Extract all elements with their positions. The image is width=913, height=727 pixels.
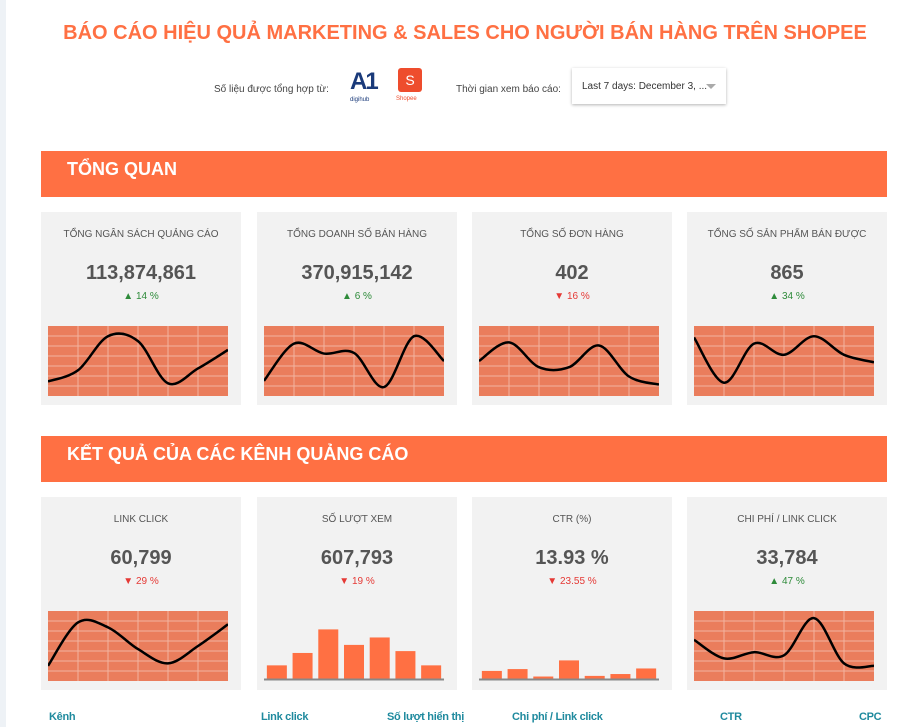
arrow-up-icon: ▲ (769, 576, 780, 587)
section-ad-channels: KẾT QUẢ CỦA CÁC KÊNH QUẢNG CÁO (41, 436, 887, 482)
arrow-down-icon: ▼ (547, 576, 558, 587)
bar (584, 675, 605, 679)
kpi-card: TỔNG DOANH SỐ BÁN HÀNG 370,915,142 ▲ 6 % (257, 212, 457, 405)
kpi-value: 113,874,861 (85, 262, 197, 284)
kpi-value: 60,799 (110, 547, 172, 569)
date-range-dropdown[interactable]: Last 7 days: December 3, ... (572, 68, 726, 104)
kpi-label: TỔNG SỐ ĐƠN HÀNG (520, 229, 624, 240)
kpi-card: TỔNG SỐ ĐƠN HÀNG 402 ▼ 16 % (472, 212, 672, 405)
kpi-card: TỔNG NGÂN SÁCH QUẢNG CÁO 113,874,861 ▲ 1… (41, 212, 241, 405)
shopee-bag-icon: S (398, 68, 422, 92)
sparkline-chart (694, 326, 874, 396)
arrow-up-icon: ▲ (123, 291, 134, 302)
kpi-change-value: 19 % (351, 576, 375, 587)
shopee-logo: S Shopee (396, 68, 424, 108)
kpi-label: TỔNG DOANH SỐ BÁN HÀNG (286, 229, 427, 240)
kpi-card: LINK CLICK 60,799 ▼ 29 % (41, 497, 241, 690)
date-range-value: Last 7 days: December 3, ... (582, 81, 708, 92)
col-header-ctr[interactable]: CTR (720, 711, 742, 723)
series-line (694, 334, 874, 384)
bar (636, 668, 657, 679)
kpi-change-value: 6 % (354, 291, 372, 302)
kpi-change: ▲ 34 % (687, 291, 887, 303)
kpi-change-value: 29 % (135, 576, 159, 587)
kpi-change: ▼ 19 % (257, 576, 457, 588)
kpi-value: 33,784 (756, 547, 818, 569)
arrow-up-icon: ▲ (769, 291, 780, 302)
kpi-change-value: 34 % (781, 291, 805, 302)
kpi-card: CTR (%) 13.93 % ▼ 23.55 % (472, 497, 672, 690)
kpi-label: LINK CLICK (113, 514, 169, 525)
col-header-impressions[interactable]: Số lượt hiển thị (387, 711, 464, 723)
bar (610, 674, 631, 679)
bar (481, 670, 502, 679)
shopee-logo-subtext: Shopee (396, 96, 417, 102)
kpi-card: CHI PHÍ / LINK CLICK 33,784 ▲ 47 % (687, 497, 887, 690)
arrow-down-icon: ▼ (123, 576, 134, 587)
kpi-label: CHI PHÍ / LINK CLICK (737, 514, 837, 525)
series-line (694, 616, 874, 669)
kpi-card: TỔNG SỐ SẢN PHẨM BÁN ĐƯỢC 865 ▲ 34 % (687, 212, 887, 405)
kpi-card: SỐ LƯỢT XEM 607,793 ▼ 19 % (257, 497, 457, 690)
sparkline-chart (479, 326, 659, 396)
kpi-value: 865 (770, 262, 804, 284)
kpi-change-value: 16 % (566, 291, 590, 302)
arrow-down-icon: ▼ (554, 291, 565, 302)
bar (266, 665, 287, 679)
kpi-change: ▼ 29 % (41, 576, 241, 588)
bar (559, 660, 579, 679)
kpi-value: 370,915,142 (301, 262, 413, 284)
bar (533, 676, 554, 679)
page-title: BÁO CÁO HIỆU QUẢ MARKETING & SALES CHO N… (63, 22, 867, 44)
kpi-value: 607,793 (320, 547, 394, 569)
bar (395, 651, 416, 679)
bar (318, 629, 339, 679)
left-border (0, 0, 6, 727)
series-line (48, 618, 228, 667)
kpi-label: TỔNG SỐ SẢN PHẨM BÁN ĐƯỢC (707, 229, 867, 240)
section-overview: TỔNG QUAN (41, 151, 887, 197)
kpi-change-value: 47 % (781, 576, 805, 587)
sparkline-chart (48, 611, 228, 681)
arrow-up-icon: ▲ (342, 291, 352, 302)
col-header-cost-per-click[interactable]: Chi phí / Link click (512, 711, 603, 723)
kpi-label: CTR (%) (552, 514, 592, 525)
sparkline-chart (264, 326, 444, 396)
bar (507, 669, 528, 679)
series-line (479, 341, 659, 386)
series-line (48, 332, 228, 386)
kpi-label: SỐ LƯỢT XEM (321, 514, 393, 525)
bar (421, 665, 442, 679)
kpi-change: ▲ 14 % (41, 291, 241, 303)
kpi-value: 402 (555, 262, 589, 284)
kpi-change: ▲ 47 % (687, 576, 887, 588)
kpi-change: ▼ 23.55 % (472, 576, 672, 588)
a1-digihub-logo: A1 digihub (350, 70, 380, 110)
kpi-value: 13.93 % (535, 547, 609, 569)
kpi-label: TỔNG NGÂN SÁCH QUẢNG CÁO (63, 229, 219, 240)
col-header-cpc[interactable]: CPC (859, 711, 882, 723)
a1-logo-text: A1 (350, 68, 379, 95)
col-header-link-click[interactable]: Link click (261, 711, 309, 723)
time-label: Thời gian xem báo cáo: (456, 84, 561, 95)
bar (292, 652, 313, 679)
source-label: Số liệu được tổng hợp từ: (214, 84, 329, 95)
a1-logo-subtext: digihub (350, 97, 370, 103)
kpi-change: ▲ 6 % (257, 291, 457, 303)
kpi-change-value: 23.55 % (559, 576, 597, 587)
col-header-channel[interactable]: Kênh (49, 711, 76, 723)
kpi-change-value: 14 % (135, 291, 159, 302)
sparkline-chart (48, 326, 228, 396)
chevron-down-icon (706, 84, 716, 89)
arrow-down-icon: ▼ (339, 576, 350, 587)
kpi-change: ▼ 16 % (472, 291, 672, 303)
series-line (264, 334, 444, 389)
bar-chart (479, 660, 659, 681)
bar (369, 637, 390, 679)
bar-chart (264, 629, 444, 681)
bar (344, 644, 364, 679)
sparkline-chart (694, 611, 874, 681)
